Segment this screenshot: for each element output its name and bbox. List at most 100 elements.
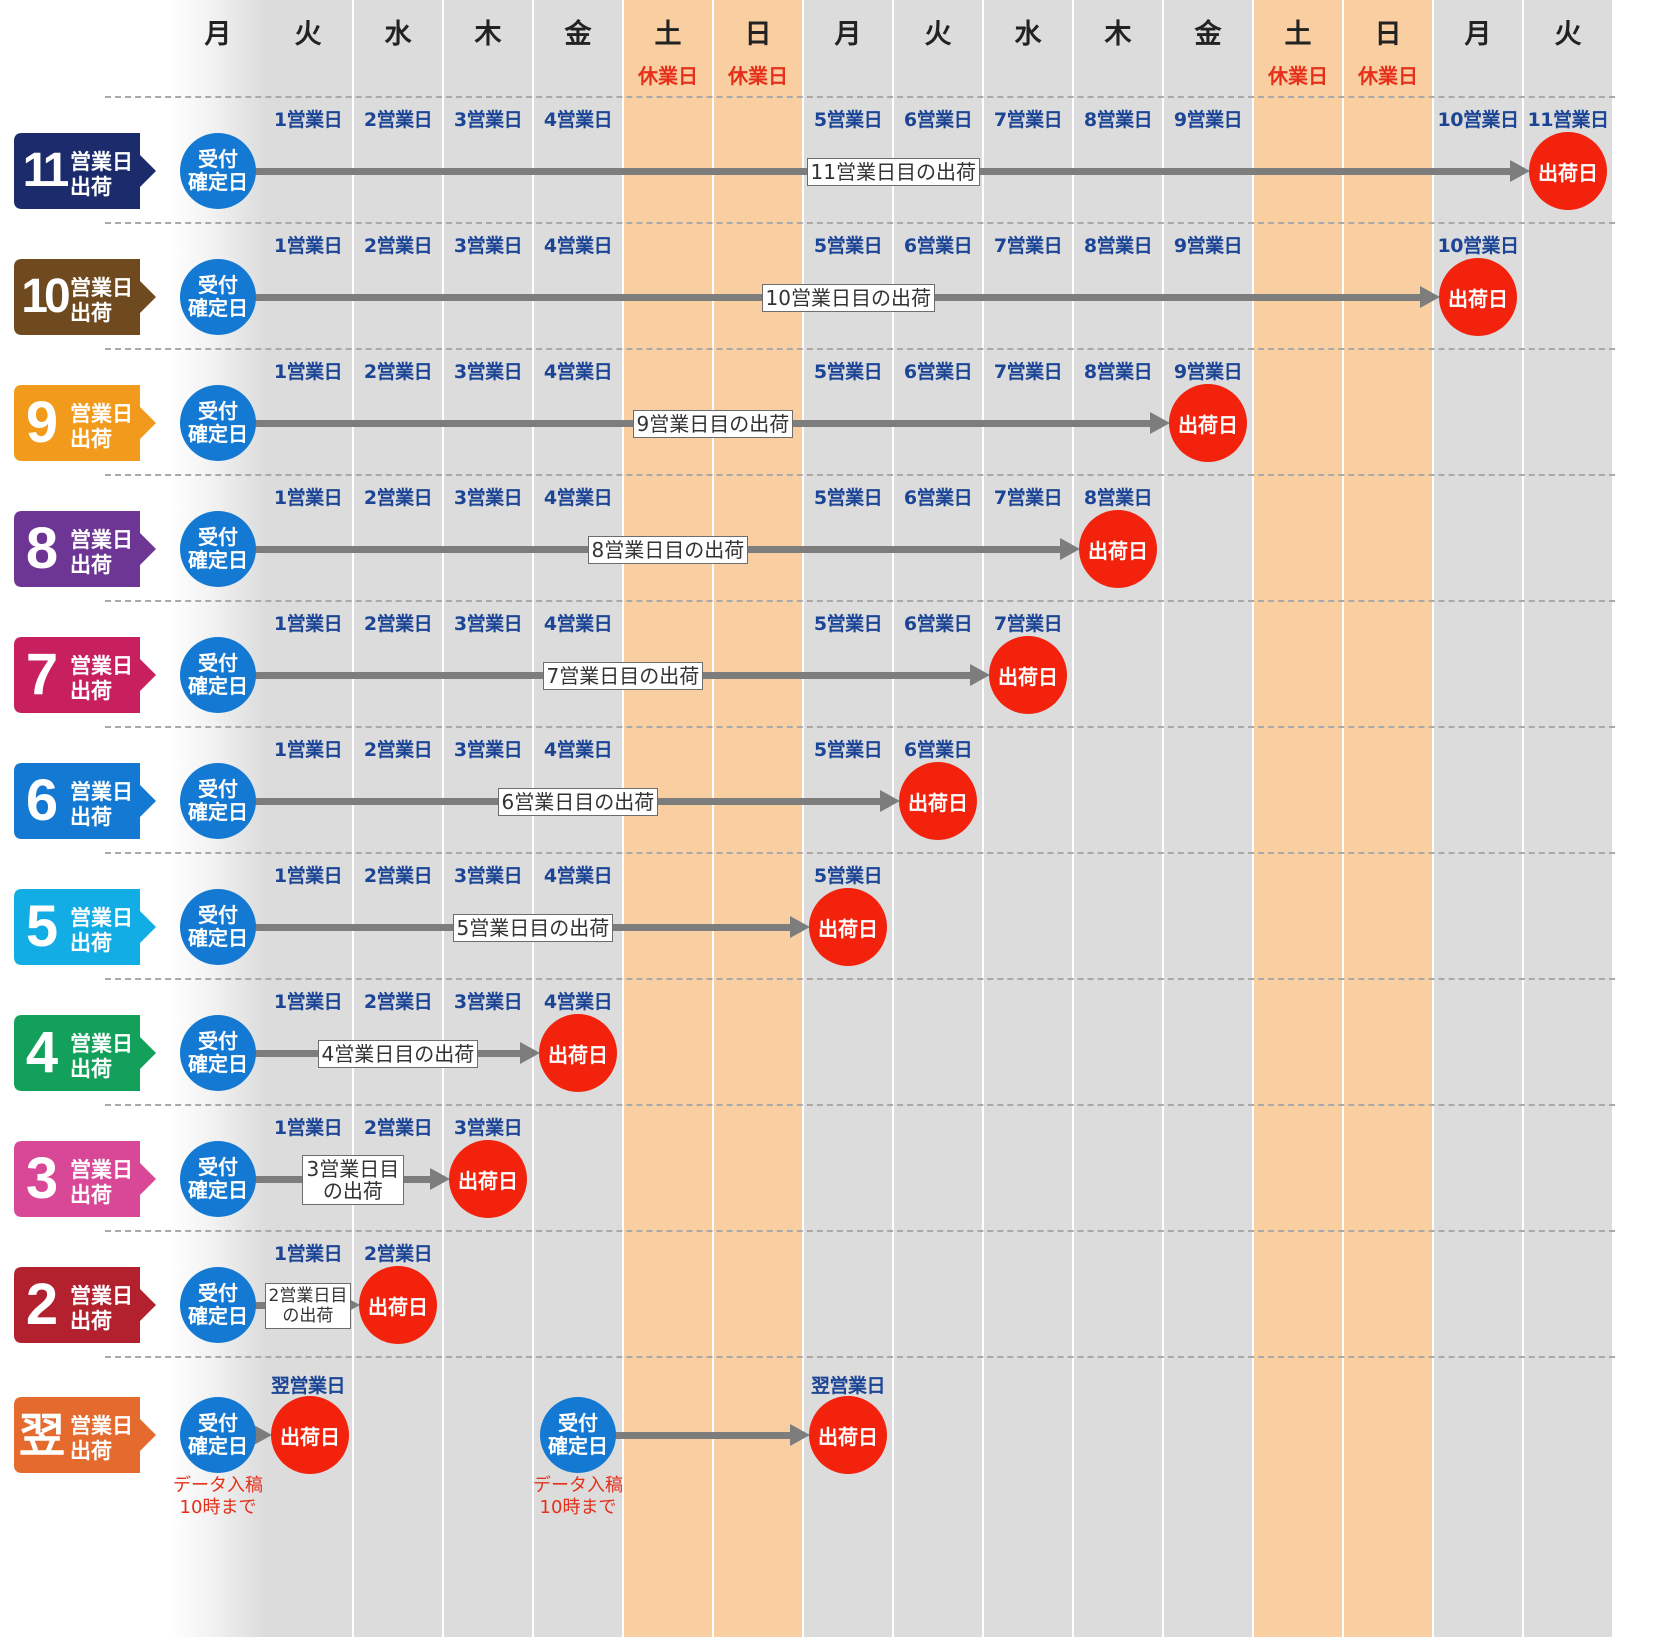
- business-day-label: 2営業日: [363, 109, 433, 131]
- business-day-label: 翌営業日: [270, 1375, 346, 1397]
- lead-time-caption: 4営業日目の出荷: [317, 1040, 479, 1068]
- badge-line-1: 営業日: [70, 1414, 133, 1438]
- badge-line-1: 営業日: [70, 402, 133, 426]
- business-day-label: 5営業日: [813, 235, 883, 257]
- badge-line-1: 営業日: [70, 276, 133, 300]
- caption-line: 2営業日目: [268, 1286, 348, 1306]
- lead-time-badge: 6 営業日 出荷: [14, 763, 166, 839]
- lead-time-caption: 10営業日目の出荷: [761, 284, 935, 312]
- day-column-4: [534, 0, 622, 1637]
- lead-time-badge: 2 営業日 出荷: [14, 1267, 166, 1343]
- badge-shape: [14, 1015, 156, 1091]
- day-header: 土: [654, 19, 682, 50]
- caption-line: 7営業日目の出荷: [546, 664, 700, 688]
- badge-number: 10: [21, 270, 70, 323]
- badge-number: 5: [25, 894, 59, 959]
- ship-date-circle: 出荷日: [359, 1266, 437, 1344]
- day-header: 金: [1194, 19, 1222, 50]
- day-header: 水: [384, 19, 412, 50]
- ship-date-circle: 出荷日: [989, 636, 1067, 714]
- badge-line-1: 営業日: [70, 1158, 133, 1182]
- day-header: 木: [474, 19, 502, 50]
- business-day-label: 2営業日: [363, 1243, 433, 1265]
- badge-shape: [14, 1141, 156, 1217]
- accept-label-line: 受付: [198, 903, 238, 927]
- business-day-label: 1営業日: [273, 1117, 343, 1139]
- business-day-label: 9営業日: [1173, 109, 1243, 131]
- accept-date-circle: 受付 確定日: [180, 1141, 256, 1217]
- accept-label-line: 受付: [198, 147, 238, 171]
- business-day-label: 1営業日: [273, 109, 343, 131]
- business-day-label: 3営業日: [453, 361, 523, 383]
- business-day-label: 2営業日: [363, 865, 433, 887]
- day-column-10: [1074, 0, 1162, 1637]
- badge-line-1: 営業日: [70, 654, 133, 678]
- lead-time-caption: 11営業日目の出荷: [806, 158, 980, 186]
- business-day-label: 6営業日: [903, 235, 973, 257]
- holiday-label: 休業日: [638, 64, 698, 88]
- lead-time-badge: 9 営業日 出荷: [14, 385, 166, 461]
- arrow-head: [1420, 286, 1440, 308]
- accept-label-line: 受付: [198, 777, 238, 801]
- badge-line-1: 営業日: [70, 906, 133, 930]
- business-day-label: 1営業日: [273, 361, 343, 383]
- badge-line-2: 出荷: [70, 1309, 112, 1333]
- badge-number: 6: [25, 768, 59, 833]
- day-header: 月: [834, 19, 862, 50]
- business-day-label: 7営業日: [993, 109, 1063, 131]
- day-column-1: [264, 0, 352, 1637]
- ship-date-circle: 出荷日: [449, 1140, 527, 1218]
- row-separator: [105, 474, 1615, 476]
- day-column-9: [984, 0, 1072, 1637]
- badge-line-2: 出荷: [70, 1057, 112, 1081]
- holiday-label: 休業日: [1358, 64, 1418, 88]
- business-day-label: 6営業日: [903, 613, 973, 635]
- badge-shape: [14, 889, 156, 965]
- accept-date-circle: 受付 確定日: [180, 763, 256, 839]
- badge-shape: [14, 763, 156, 839]
- accept-date-circle: 受付 確定日: [180, 133, 256, 209]
- row-separator: [105, 600, 1615, 602]
- lead-time-caption: 7営業日目の出荷: [542, 662, 704, 690]
- data-submission-note: データ入稿 10時まで: [528, 1475, 628, 1519]
- business-day-label: 3営業日: [453, 613, 523, 635]
- accept-date-circle: 受付 確定日: [180, 1397, 256, 1473]
- business-day-label: 2営業日: [363, 361, 433, 383]
- badge-line-1: 営業日: [70, 1032, 133, 1056]
- business-day-label: 4営業日: [543, 865, 613, 887]
- badge-arrow: [14, 385, 156, 461]
- day-header: 火: [1554, 19, 1582, 50]
- business-day-label: 4営業日: [543, 361, 613, 383]
- business-day-label: 5営業日: [813, 613, 883, 635]
- badge-number: 9: [25, 390, 59, 455]
- caption-line: 9営業日目の出荷: [636, 412, 790, 436]
- accept-label-line: 確定日: [188, 170, 248, 194]
- business-day-label: 3営業日: [453, 739, 523, 761]
- badge-shape: [14, 1267, 156, 1343]
- business-day-label: 7営業日: [993, 235, 1063, 257]
- badge-arrow: [14, 1267, 156, 1343]
- row-separator: [105, 348, 1615, 350]
- ship-date-circle: 出荷日: [539, 1014, 617, 1092]
- badge-shape: [14, 259, 156, 335]
- note-line: 10時まで: [179, 1497, 257, 1518]
- badge-number: 8: [25, 516, 59, 581]
- accept-date-circle: 受付 確定日: [180, 385, 256, 461]
- badge-number: 2: [25, 1272, 59, 1337]
- badge-line-1: 営業日: [70, 528, 133, 552]
- lead-time-badge: 7 営業日 出荷: [14, 637, 166, 713]
- business-day-label: 4営業日: [543, 487, 613, 509]
- ship-date-circle: 出荷日: [1529, 132, 1607, 210]
- caption-line: 8営業日目の出荷: [591, 538, 745, 562]
- accept-label-line: 受付: [558, 1411, 598, 1435]
- arrow-head: [1060, 538, 1080, 560]
- caption-line: 11営業日目の出荷: [810, 160, 976, 184]
- day-column-3: [444, 0, 532, 1637]
- row-separator: [105, 726, 1615, 728]
- day-header: 日: [744, 19, 772, 50]
- note-line: 10時まで: [539, 1497, 617, 1518]
- business-day-label: 5営業日: [813, 487, 883, 509]
- business-day-label: 5営業日: [813, 361, 883, 383]
- accept-label-line: 確定日: [188, 1052, 248, 1076]
